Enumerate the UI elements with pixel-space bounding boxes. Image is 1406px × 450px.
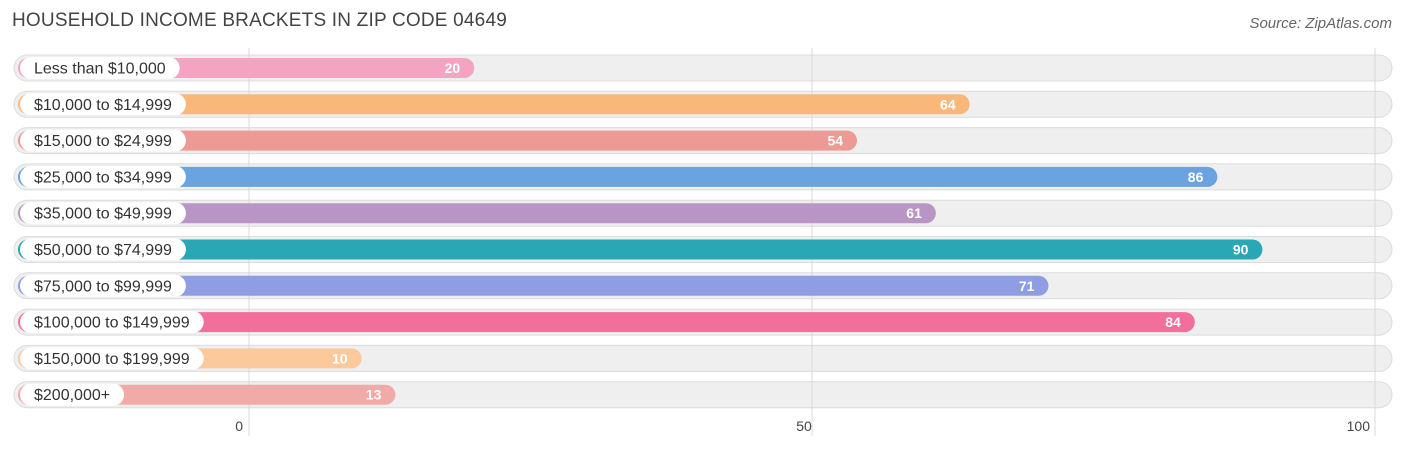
bar[interactable] — [18, 166, 1218, 187]
category-label-pill — [20, 57, 180, 79]
bar[interactable] — [18, 275, 1049, 296]
value-label: 20 — [445, 60, 461, 76]
value-label: 86 — [1188, 169, 1204, 185]
category-label: $150,000 to $199,999 — [34, 351, 190, 368]
value-label: 84 — [1165, 314, 1181, 330]
category-label-pill — [20, 347, 204, 370]
value-label: 54 — [827, 133, 843, 149]
category-label: $50,000 to $74,999 — [34, 242, 172, 259]
value-label: 10 — [332, 350, 348, 366]
category-label: Less than $10,000 — [34, 61, 166, 78]
source-credit: Source: ZipAtlas.com — [1249, 15, 1392, 32]
category-label-pill — [20, 93, 186, 116]
value-label: 61 — [906, 205, 922, 221]
category-label: $75,000 to $99,999 — [34, 278, 172, 295]
x-tick-label: 0 — [235, 418, 243, 434]
category-label-pill — [20, 238, 186, 261]
category-label-pill — [20, 311, 204, 334]
category-label: $15,000 to $24,999 — [34, 133, 172, 150]
chart-title: HOUSEHOLD INCOME BRACKETS IN ZIP CODE 04… — [12, 10, 507, 31]
category-label: $35,000 to $49,999 — [34, 206, 172, 223]
bar[interactable] — [18, 130, 858, 151]
value-label: 64 — [940, 96, 956, 112]
x-tick-label: 100 — [1347, 418, 1371, 434]
category-label: $200,000+ — [34, 387, 110, 404]
category-label-pill — [20, 165, 186, 188]
category-label-pill — [20, 383, 125, 406]
value-label: 71 — [1019, 278, 1035, 294]
category-label-pill — [20, 129, 186, 152]
bar[interactable] — [18, 203, 936, 224]
category-label: $25,000 to $34,999 — [34, 169, 172, 186]
x-tick-label: 50 — [796, 418, 812, 434]
category-label-pill — [20, 274, 186, 297]
category-label: $10,000 to $14,999 — [34, 97, 172, 114]
value-label: 90 — [1233, 242, 1249, 258]
value-label: 13 — [366, 387, 382, 403]
bar[interactable] — [18, 94, 970, 115]
category-label-pill — [20, 202, 186, 225]
bar[interactable] — [18, 312, 1195, 333]
category-label: $100,000 to $149,999 — [34, 315, 190, 332]
bar[interactable] — [18, 239, 1263, 260]
